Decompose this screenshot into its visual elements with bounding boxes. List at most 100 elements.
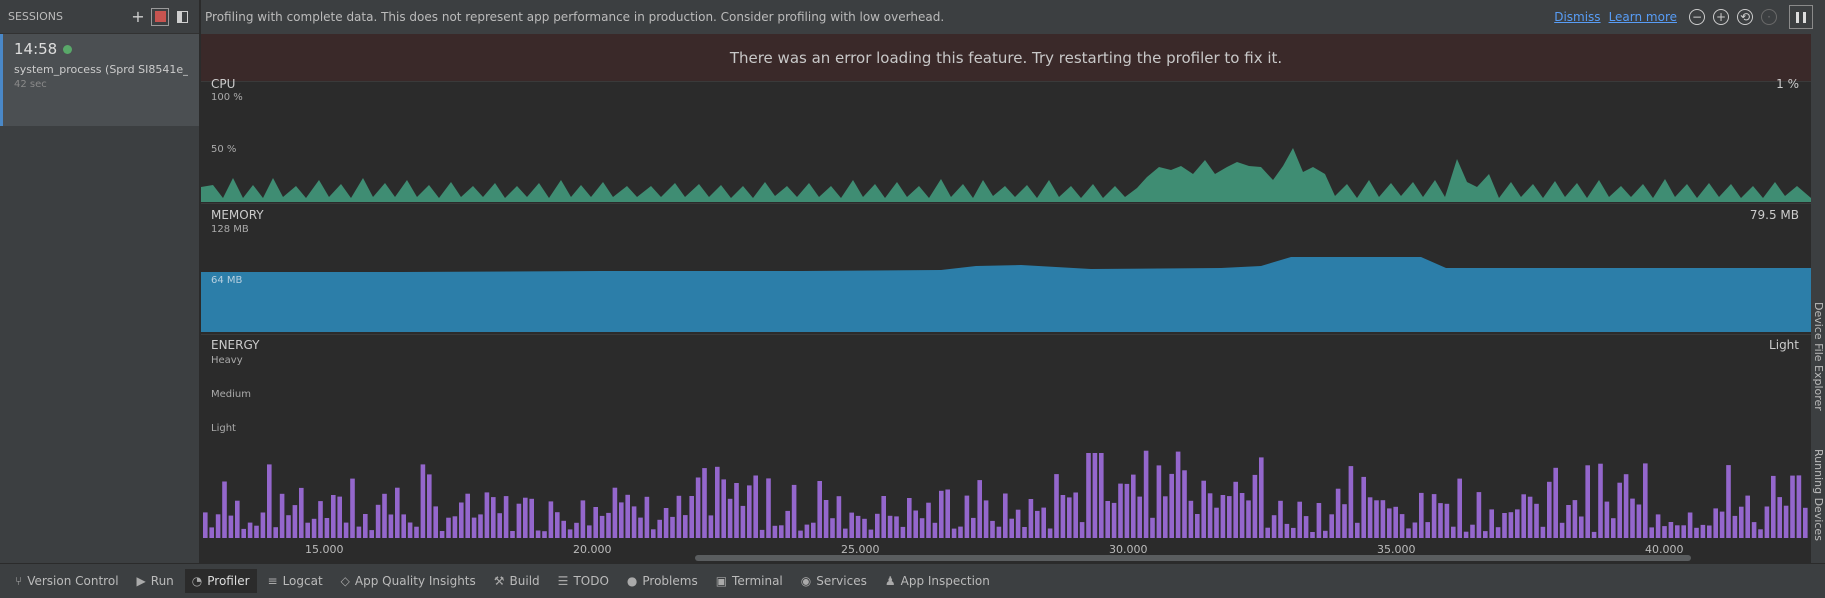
tab-todo[interactable]: ☰ TODO	[557, 574, 609, 588]
stop-session-button[interactable]	[151, 7, 169, 26]
tab-run[interactable]: ▶ Run	[136, 574, 174, 588]
energy-bar	[1169, 473, 1174, 538]
energy-bar	[337, 496, 342, 538]
cpu-value: 1 %	[1776, 77, 1799, 91]
energy-bar	[1131, 474, 1136, 538]
energy-bar	[1143, 450, 1149, 538]
energy-bar	[1700, 524, 1706, 538]
zoom-out-icon[interactable]: −	[1689, 9, 1705, 25]
tab-version-control[interactable]: ⑂ Version Control	[15, 574, 119, 588]
energy-bar	[1188, 500, 1194, 538]
energy-bar	[817, 481, 822, 538]
go-live-icon[interactable]: ·	[1761, 9, 1777, 25]
tab-build[interactable]: ⚒ Build	[493, 574, 540, 588]
energy-chart[interactable]	[201, 335, 1811, 540]
energy-bar	[1803, 507, 1808, 538]
energy-bar	[1534, 503, 1539, 538]
energy-bar	[1195, 514, 1200, 538]
energy-bar	[1124, 483, 1130, 538]
add-session-icon[interactable]: +	[131, 7, 145, 26]
profiler-icon: ◔	[191, 574, 203, 588]
zoom-in-icon[interactable]: +	[1713, 9, 1729, 25]
energy-bar	[1745, 495, 1750, 538]
reset-zoom-icon[interactable]: ⟲	[1737, 9, 1753, 25]
energy-bar	[1259, 457, 1264, 538]
energy-bar	[1412, 522, 1418, 538]
energy-bar	[311, 518, 317, 538]
cpu-title[interactable]: CPU	[211, 77, 236, 91]
energy-bar	[1297, 501, 1302, 538]
dismiss-link[interactable]: Dismiss	[1554, 10, 1601, 24]
energy-bar	[1783, 505, 1789, 538]
energy-bar	[279, 493, 285, 538]
tab-services[interactable]: ◉ Services	[800, 574, 867, 588]
energy-bar	[555, 512, 560, 538]
memory-title[interactable]: MEMORY	[211, 208, 264, 222]
pause-button[interactable]	[1789, 5, 1813, 29]
energy-bar	[1316, 503, 1322, 538]
timeline-scrollbar[interactable]	[695, 555, 1691, 561]
energy-bar	[1003, 493, 1008, 538]
memory-area	[201, 257, 1811, 332]
energy-bar	[1111, 502, 1117, 538]
energy-bar	[1118, 483, 1123, 538]
learn-more-link[interactable]: Learn more	[1608, 10, 1677, 24]
energy-bar	[1284, 523, 1290, 538]
energy-bar	[228, 515, 234, 538]
memory-chart[interactable]	[201, 204, 1811, 332]
notice-message: Profiling with complete data. This does …	[205, 10, 945, 24]
energy-bar	[913, 510, 918, 538]
tab-app-quality-insights[interactable]: ◇ App Quality Insights	[340, 574, 476, 588]
energy-bar	[958, 526, 963, 538]
collapse-panel-button[interactable]	[173, 8, 191, 26]
energy-bar	[887, 515, 893, 538]
energy-bar	[452, 516, 458, 538]
tick-label: 40.000	[1645, 543, 1684, 556]
tab-profiler[interactable]: ◔ Profiler	[184, 569, 257, 593]
energy-bar	[811, 522, 816, 538]
energy-bar	[1579, 516, 1584, 538]
energy-bar	[491, 497, 496, 538]
energy-bar	[1611, 518, 1616, 538]
energy-bar	[1015, 509, 1021, 538]
energy-bar	[574, 522, 579, 538]
energy-bar	[1150, 517, 1155, 538]
energy-bar	[1182, 470, 1187, 538]
tab-problems[interactable]: ● Problems	[626, 574, 698, 588]
energy-bar	[1233, 481, 1238, 538]
energy-bar	[785, 510, 790, 538]
energy-bar	[580, 500, 586, 538]
energy-bar	[324, 518, 330, 538]
stop-icon	[154, 11, 166, 22]
energy-bar	[209, 527, 214, 538]
energy-bar	[1739, 506, 1744, 538]
device-file-explorer-tab[interactable]: Device File Explorer	[1812, 302, 1825, 411]
energy-bar	[484, 492, 490, 538]
energy-bar	[1796, 475, 1802, 538]
energy-bar	[971, 517, 976, 538]
energy-bar	[1566, 505, 1571, 538]
energy-bar	[1751, 522, 1757, 538]
tab-logcat[interactable]: ≡ Logcat	[267, 574, 323, 588]
energy-bar	[1425, 522, 1430, 538]
energy-bar	[1572, 500, 1578, 538]
energy-bar	[1668, 522, 1674, 538]
energy-bar	[1201, 480, 1206, 538]
session-item[interactable]: 14:58 system_process (Sprd SI8541e_1h...…	[0, 34, 199, 126]
energy-bar	[1105, 501, 1110, 538]
running-devices-tab[interactable]: Running Devices	[1812, 449, 1825, 541]
energy-bar	[907, 498, 912, 538]
energy-bar	[1079, 522, 1085, 538]
session-time: 14:58	[14, 40, 58, 58]
tab-app-inspection[interactable]: ♟ App Inspection	[884, 574, 990, 588]
energy-bar	[644, 496, 650, 538]
energy-title[interactable]: ENERGY	[211, 338, 260, 352]
cpu-chart[interactable]	[201, 82, 1811, 202]
energy-bar	[836, 496, 842, 538]
energy-bar	[612, 487, 618, 538]
energy-bar	[382, 493, 387, 538]
energy-bar	[561, 520, 566, 538]
energy-bar	[427, 474, 432, 538]
profiler-monitors: CPU 1 % 100 % 50 % MEMORY 79.5 MB 128 MB…	[201, 77, 1811, 540]
tab-terminal[interactable]: ▣ Terminal	[715, 574, 783, 588]
